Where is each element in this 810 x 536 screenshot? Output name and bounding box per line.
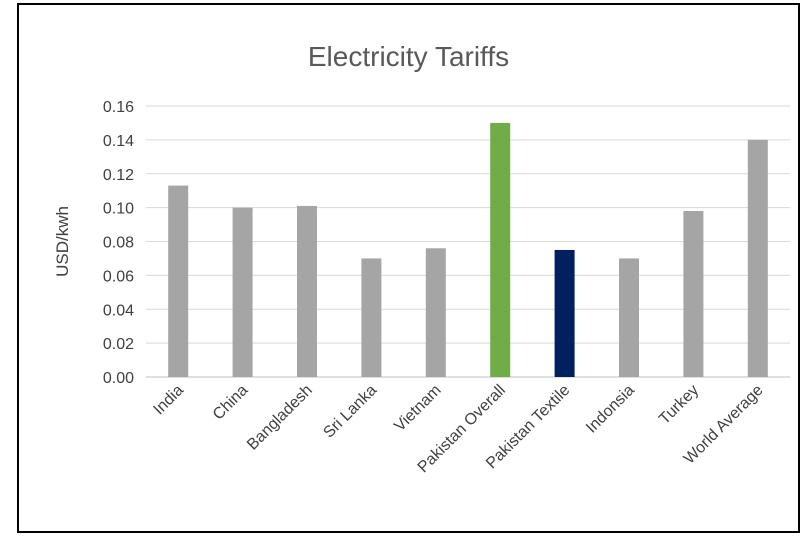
y-tick-label: 0.14: [103, 133, 134, 150]
y-tick-label: 0.06: [103, 268, 134, 285]
bar-indonsia: [619, 258, 639, 377]
bar-china: [232, 207, 253, 377]
chart-frame: Electricity Tariffs: [17, 3, 800, 533]
bar-turkey: [683, 211, 704, 377]
x-category-label: India: [150, 382, 187, 419]
bar-sri-lanka: [361, 258, 382, 377]
bar-world-average: [747, 139, 768, 377]
x-category-label: Vietnam: [391, 382, 444, 435]
x-category-label: Indonsia: [583, 382, 638, 437]
bar-india: [168, 185, 189, 377]
y-tick-label: 0.04: [103, 302, 134, 319]
y-tick-label: 0.10: [103, 201, 134, 218]
bar-vietnam: [425, 248, 446, 377]
y-tick-label: 0.02: [103, 336, 134, 353]
x-category-label: Sri Lanka: [320, 382, 380, 442]
bar-bangladesh: [297, 205, 317, 377]
x-category-label: China: [210, 382, 252, 424]
y-tick-label: 0.16: [103, 99, 134, 116]
x-category-label: Bangladesh: [244, 382, 316, 454]
bar-pakistan-overall: [490, 122, 511, 377]
y-tick-label: 0.08: [103, 235, 134, 252]
x-category-label: Turkey: [656, 382, 702, 428]
bar-pakistan-textile: [554, 249, 575, 377]
y-axis-label: USD/kwh: [53, 206, 72, 277]
chart-title: Electricity Tariffs: [307, 41, 510, 72]
y-tick-label: 0.12: [103, 167, 134, 184]
y-tick-label: 0.00: [103, 370, 134, 387]
